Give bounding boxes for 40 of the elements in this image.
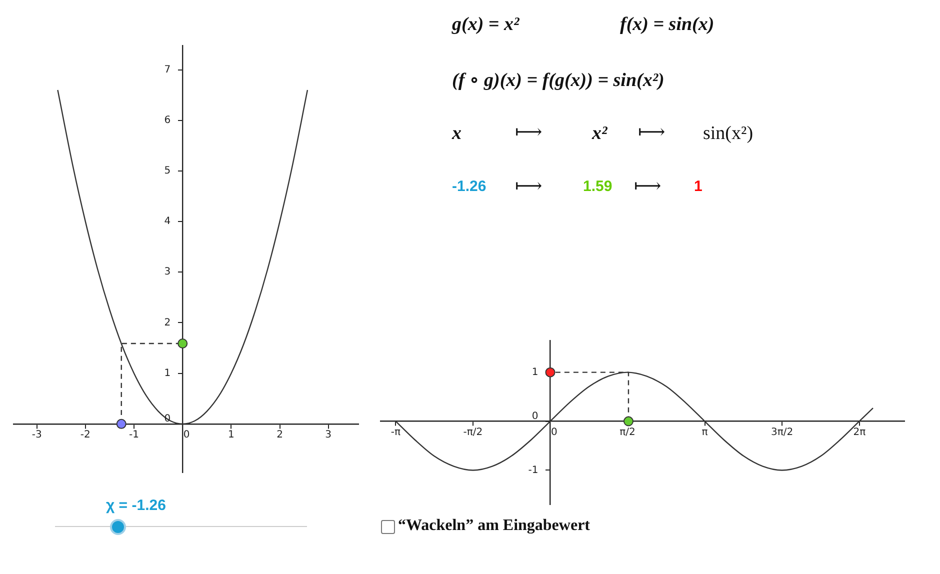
x-tick-label: -1 <box>129 430 139 441</box>
x-tick-label: -2 <box>80 430 90 441</box>
text: x² <box>592 123 608 145</box>
x-tick-label: 3 <box>325 430 332 441</box>
x-tick-label: π/2 <box>620 426 636 438</box>
y-tick-label: 7 <box>164 64 171 76</box>
x-tick-label: 2π <box>853 426 866 438</box>
x-tick-label: -π/2 <box>463 426 483 438</box>
y-tick-label: 2 <box>164 317 171 328</box>
text: x <box>452 123 462 145</box>
text: g(x) = x² <box>452 14 520 36</box>
x-tick-label: 2 <box>276 430 283 441</box>
text: f(x) = sin(x) <box>620 14 714 36</box>
x-tick-label: 0 <box>183 430 190 441</box>
x-tick-label: -π <box>390 426 400 438</box>
text: ⟼ <box>634 175 662 198</box>
x-tick-label: 3π/2 <box>771 426 794 438</box>
y-tick-label: 6 <box>164 114 171 126</box>
x-tick-label: π <box>702 426 708 438</box>
x-tick-label: -3 <box>32 430 42 441</box>
text: ⟼ <box>515 121 542 144</box>
text: ⟼ <box>515 175 542 198</box>
text: (f ∘ g)(x) = f(g(x)) = sin(x²) <box>452 69 664 92</box>
y-tick-label: 1 <box>164 368 171 379</box>
text: “Wackeln” am Eingabewert <box>398 517 590 535</box>
y-tick-label: 1 <box>532 366 538 378</box>
y-tick-label: 5 <box>164 166 171 177</box>
text: sin(x²) <box>703 123 754 145</box>
y-tick-label: 4 <box>164 216 171 228</box>
y-tick-label: 0 <box>532 410 538 422</box>
line-series <box>57 89 308 425</box>
text: ⟼ <box>638 121 666 144</box>
x-tick-label: 0 <box>551 426 558 438</box>
text: 1 <box>694 178 702 195</box>
text: χ = -1.26 <box>106 497 166 514</box>
y-tick-label: 3 <box>164 266 171 278</box>
x-tick-label: 1 <box>228 430 234 441</box>
y-tick-label: -1 <box>528 464 538 476</box>
text: -1.26 <box>452 178 486 195</box>
text: 1.59 <box>583 178 612 195</box>
